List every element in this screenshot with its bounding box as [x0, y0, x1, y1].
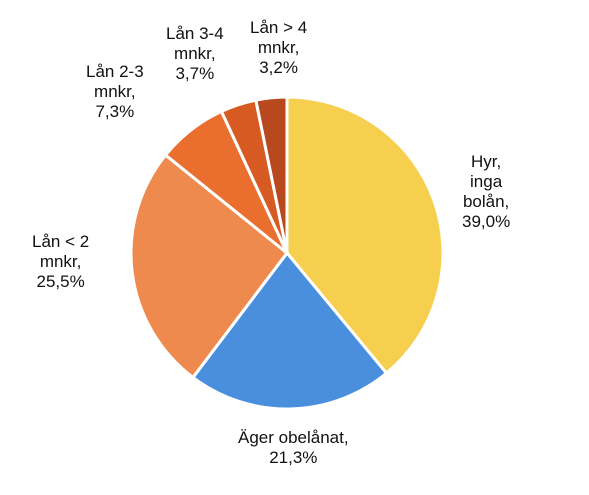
- slice-hyr: [285, 95, 445, 375]
- slice-lan-under-2: [129, 153, 289, 379]
- slice-label-hyr: Hyr, inga bolån, 39,0%: [462, 152, 511, 231]
- slice-label-lan-over-4: Lån > 4 mnkr, 3,2%: [250, 18, 308, 77]
- slice-label-ager-obelanat: Äger obelånat, 21,3%: [238, 428, 349, 467]
- slice-ager-obelanat: [191, 251, 388, 411]
- slice-lan-over-4: [254, 95, 289, 255]
- slice-label-lan-under-2: Lån < 2 mnkr, 25,5%: [32, 232, 90, 291]
- slice-label-lan-3-4: Lån 3-4 mnkr, 3,7%: [166, 24, 224, 83]
- slice-label-lan-2-3: Lån 2-3 mnkr, 7,3%: [86, 62, 144, 121]
